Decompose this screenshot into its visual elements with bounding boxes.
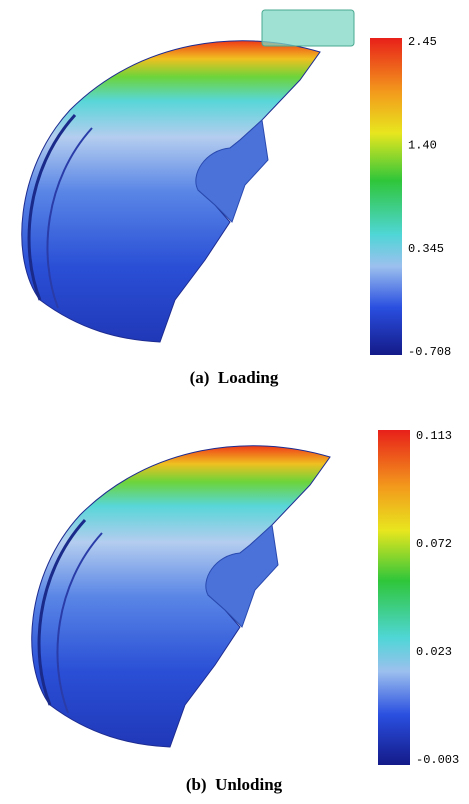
colorbar-label: 0.072 — [416, 537, 452, 551]
model-shape — [22, 41, 320, 342]
colorbar-label: 0.345 — [408, 242, 444, 256]
caption: (a) Loading — [190, 368, 279, 387]
colorbar — [370, 38, 402, 355]
caption: (b) Unloding — [186, 775, 283, 794]
colorbar-label: 2.45 — [408, 35, 437, 49]
figure: 2.45 1.40 0.345 -0.708 (a) Loading 0.113 0.072… — [0, 0, 469, 804]
page: {"figures": [ {"caption": "(a) Loading",… — [0, 0, 469, 804]
colorbar-label: 0.113 — [416, 429, 452, 443]
colorbar-label: 0.023 — [416, 645, 452, 659]
colorbar — [378, 430, 410, 765]
colorbar-label: -0.003 — [416, 753, 459, 767]
colorbar-label: 1.40 — [408, 139, 437, 153]
indenter — [262, 10, 354, 46]
colorbar-label: -0.708 — [408, 345, 451, 359]
model-shape — [32, 446, 330, 747]
